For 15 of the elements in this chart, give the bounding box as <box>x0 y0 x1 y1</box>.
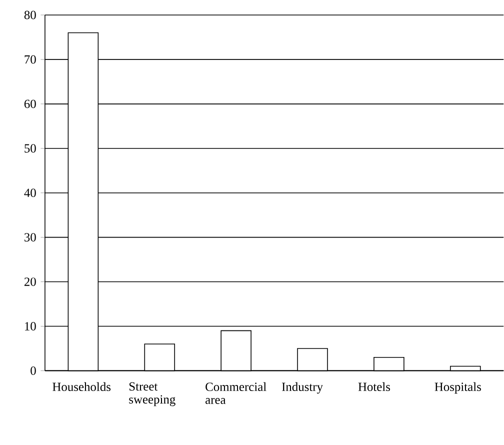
y-tick-label: 30 <box>24 233 36 242</box>
x-tick-label: Hotels <box>358 382 390 392</box>
x-tick-label: Commercial area <box>206 382 266 404</box>
y-tick-label: 10 <box>25 322 36 331</box>
y-tick-label: 70 <box>24 55 36 64</box>
y-tick-label: 60 <box>24 100 36 108</box>
x-tick-label: Households <box>52 382 111 392</box>
y-tick-label: 20 <box>24 278 36 286</box>
x-tick-label: Street sweeping <box>129 382 176 406</box>
y-tick-label: 0 <box>30 366 36 376</box>
y-tick-label: 40 <box>24 188 36 198</box>
x-tick-label: Industry <box>282 382 323 394</box>
x-tick-label: Hospitals <box>434 382 481 394</box>
y-tick-label: 80 <box>24 10 36 20</box>
y-tick-label: 50 <box>24 144 36 153</box>
